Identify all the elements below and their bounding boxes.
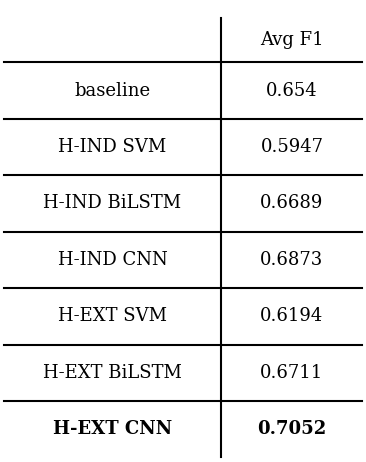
Text: 0.5947: 0.5947 [260,138,324,156]
Text: H-EXT SVM: H-EXT SVM [58,307,167,325]
Text: 0.654: 0.654 [266,82,318,100]
Text: 0.7052: 0.7052 [257,420,326,438]
Text: Avg F1: Avg F1 [260,31,324,49]
Text: H-IND BiLSTM: H-IND BiLSTM [44,195,182,213]
Text: 0.6689: 0.6689 [260,195,324,213]
Text: 0.6873: 0.6873 [260,251,324,269]
Text: H-EXT CNN: H-EXT CNN [53,420,172,438]
Text: H-IND CNN: H-IND CNN [58,251,167,269]
Text: 0.6711: 0.6711 [260,364,324,382]
Text: 0.6194: 0.6194 [260,307,324,325]
Text: baseline: baseline [75,82,150,100]
Text: H-EXT BiLSTM: H-EXT BiLSTM [43,364,182,382]
Text: H-IND SVM: H-IND SVM [59,138,167,156]
